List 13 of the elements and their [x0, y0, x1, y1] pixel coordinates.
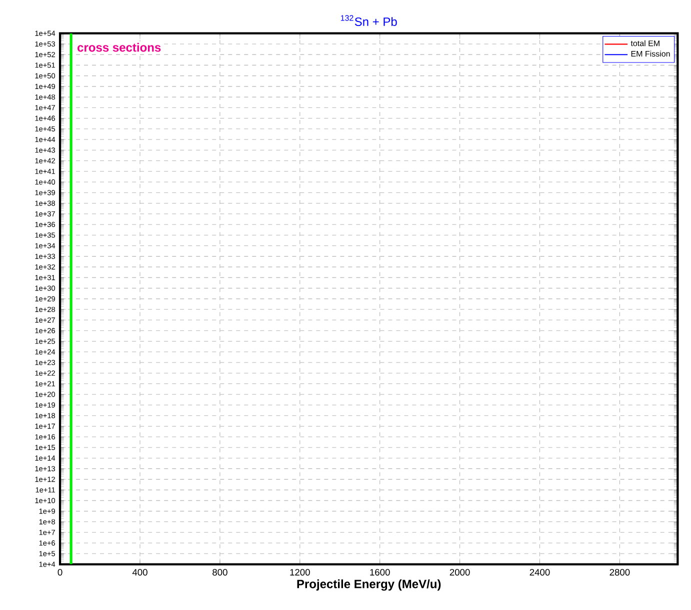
x-tick-label: 1200	[290, 569, 310, 576]
x-tick-label: 800	[212, 569, 228, 576]
annotation: cross sections	[78, 43, 161, 52]
x-tick-label: 2800	[610, 569, 630, 576]
x-axis-title: Projectile Energy (MeV/u)	[297, 580, 441, 591]
x-tick-label: 400	[132, 569, 148, 576]
x-tick-label: 2400	[530, 569, 550, 576]
legend-label: total EM	[630, 40, 660, 46]
x-tick-label: 2000	[450, 569, 470, 576]
legend-label: EM Fission	[631, 50, 670, 57]
x-tick-label: 1600	[370, 569, 390, 576]
chart-title: $^{132}$Sn + Pb	[340, 15, 397, 26]
x-tick-label: 0	[58, 569, 62, 576]
